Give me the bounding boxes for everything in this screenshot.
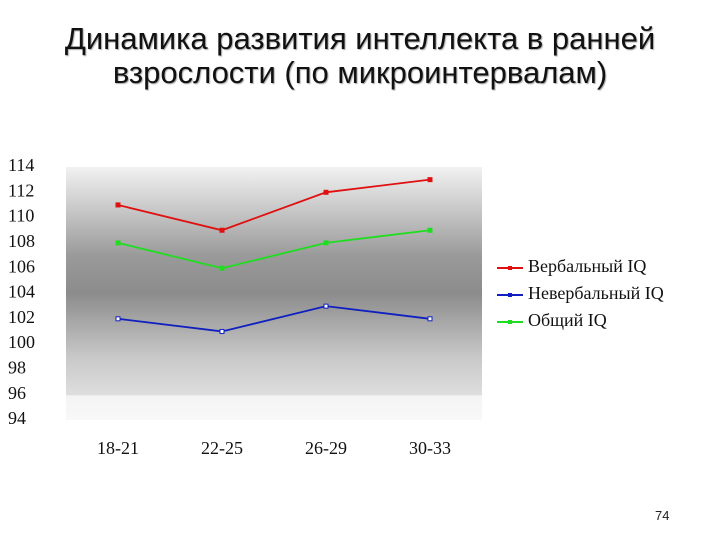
legend-marker <box>508 266 512 270</box>
x-tick-label: 22-25 <box>201 438 243 458</box>
y-tick-label: 104 <box>8 282 35 302</box>
series-line <box>117 178 431 232</box>
legend-marker <box>508 320 512 324</box>
x-tick-label: 18-21 <box>97 438 139 458</box>
legend-label: Вербальный IQ <box>528 256 646 276</box>
point-marker <box>323 303 329 309</box>
point-marker <box>219 227 225 233</box>
y-tick-label: 98 <box>8 358 26 378</box>
plot-area <box>66 167 482 420</box>
y-tick-label: 102 <box>8 307 35 327</box>
x-tick-label: 26-29 <box>305 438 347 458</box>
y-tick-label: 94 <box>8 408 26 428</box>
point-marker <box>219 265 225 271</box>
y-tick-label: 100 <box>8 332 35 352</box>
point-marker <box>323 189 329 195</box>
point-marker <box>115 316 121 322</box>
y-tick-label: 114 <box>8 155 34 175</box>
legend-label: Общий IQ <box>528 310 607 330</box>
y-tick-label: 108 <box>8 231 35 251</box>
point-marker <box>323 240 329 246</box>
legend-marker <box>508 293 512 297</box>
point-marker <box>115 240 121 246</box>
legend-label: Невербальный IQ <box>528 283 664 303</box>
y-tick-label: 106 <box>8 256 35 276</box>
series-line <box>117 229 431 270</box>
series-line <box>117 305 431 333</box>
point-marker <box>427 227 433 233</box>
y-tick-label: 112 <box>8 180 34 200</box>
y-tick-label: 110 <box>8 206 34 226</box>
y-tick-label: 96 <box>8 383 26 403</box>
point-marker <box>427 177 433 183</box>
point-marker <box>115 202 121 208</box>
point-marker <box>219 328 225 334</box>
point-marker <box>427 316 433 322</box>
x-tick-label: 30-33 <box>409 438 451 458</box>
slide-title: Динамика развития интеллекта в ранней вз… <box>64 21 656 90</box>
page-number: 74 <box>655 508 670 523</box>
